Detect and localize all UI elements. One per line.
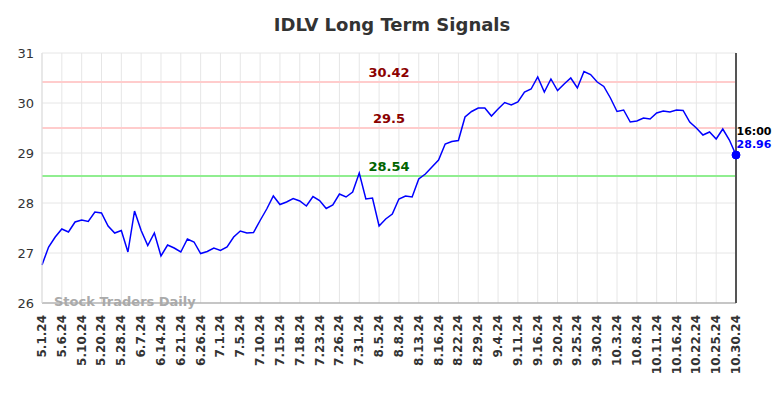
svg-text:7.5.24: 7.5.24 bbox=[233, 315, 247, 358]
svg-text:26: 26 bbox=[17, 296, 34, 311]
svg-text:9.4.24: 9.4.24 bbox=[491, 315, 505, 358]
svg-text:29: 29 bbox=[17, 146, 34, 161]
svg-text:7.26.24: 7.26.24 bbox=[332, 315, 346, 366]
svg-text:10.3.24: 10.3.24 bbox=[610, 315, 624, 366]
svg-text:9.25.24: 9.25.24 bbox=[570, 315, 584, 366]
svg-text:5.10.24: 5.10.24 bbox=[75, 315, 89, 366]
svg-text:30: 30 bbox=[17, 96, 34, 111]
html-text:IDLV Long Term Signals: IDLV Long Term Signals bbox=[273, 14, 511, 35]
svg-text:7.23.24: 7.23.24 bbox=[313, 315, 327, 366]
svg-text:5.20.24: 5.20.24 bbox=[94, 315, 108, 366]
svg-text:8.16.24: 8.16.24 bbox=[432, 315, 446, 366]
svg-text:6.21.24: 6.21.24 bbox=[174, 315, 188, 366]
svg-text:31: 31 bbox=[17, 46, 34, 61]
svg-text:28: 28 bbox=[17, 196, 34, 211]
svg-text:10.22.24: 10.22.24 bbox=[689, 315, 703, 374]
svg-text:9.20.24: 9.20.24 bbox=[551, 315, 565, 366]
svg-text:16:00: 16:00 bbox=[736, 125, 771, 138]
svg-text:8.13.24: 8.13.24 bbox=[412, 315, 426, 366]
svg-text:10.25.24: 10.25.24 bbox=[709, 315, 723, 374]
svg-text:5.1.24: 5.1.24 bbox=[35, 315, 49, 358]
svg-text:9.16.24: 9.16.24 bbox=[531, 315, 545, 366]
svg-text:7.15.24: 7.15.24 bbox=[273, 315, 287, 366]
svg-text:8.8.24: 8.8.24 bbox=[392, 315, 406, 358]
svg-text:28.54: 28.54 bbox=[368, 159, 409, 174]
svg-text:28.96: 28.96 bbox=[737, 138, 772, 151]
svg-text:6.14.24: 6.14.24 bbox=[154, 315, 168, 366]
svg-text:6.7.24: 6.7.24 bbox=[134, 315, 148, 358]
svg-text:10.30.24: 10.30.24 bbox=[729, 315, 743, 374]
svg-text:7.31.24: 7.31.24 bbox=[352, 315, 366, 366]
svg-text:5.28.24: 5.28.24 bbox=[114, 315, 128, 366]
svg-text:10.16.24: 10.16.24 bbox=[670, 315, 684, 374]
svg-text:8.29.24: 8.29.24 bbox=[471, 315, 485, 366]
svg-text:27: 27 bbox=[17, 246, 34, 261]
svg-text:8.5.24: 8.5.24 bbox=[372, 315, 386, 358]
svg-text:7.1.24: 7.1.24 bbox=[213, 315, 227, 358]
svg-text:7.10.24: 7.10.24 bbox=[253, 315, 267, 366]
svg-text:10.8.24: 10.8.24 bbox=[630, 315, 644, 366]
svg-text:6.26.24: 6.26.24 bbox=[194, 315, 208, 366]
svg-text:10.11.24: 10.11.24 bbox=[650, 315, 664, 374]
svg-text:7.18.24: 7.18.24 bbox=[293, 315, 307, 366]
svg-text:5.6.24: 5.6.24 bbox=[55, 315, 69, 358]
svg-text:29.5: 29.5 bbox=[373, 111, 405, 126]
html-text:Stock Traders Daily: Stock Traders Daily bbox=[54, 294, 196, 309]
svg-text:30.42: 30.42 bbox=[368, 65, 409, 80]
svg-text:8.22.24: 8.22.24 bbox=[451, 315, 465, 366]
svg-text:9.30.24: 9.30.24 bbox=[590, 315, 604, 366]
svg-text:9.11.24: 9.11.24 bbox=[511, 315, 525, 366]
